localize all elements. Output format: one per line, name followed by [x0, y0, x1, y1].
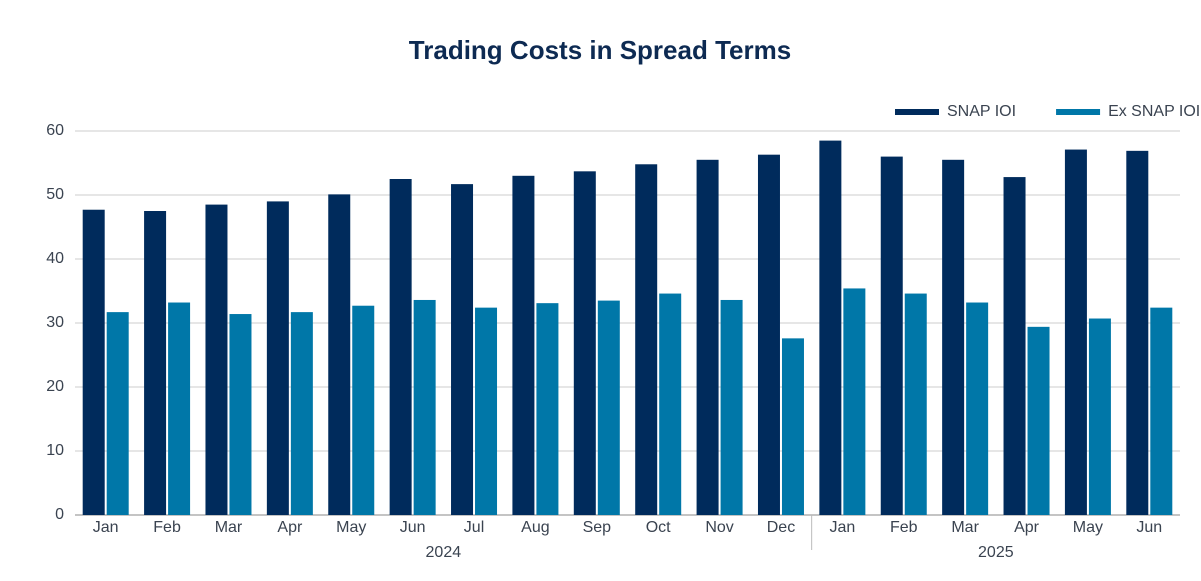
y-tick-label: 30: [46, 314, 64, 331]
bar: [475, 307, 498, 515]
bar: [82, 209, 105, 515]
x-group-label: 2025: [978, 544, 1014, 561]
bar: [451, 184, 474, 515]
x-tick-label: Dec: [767, 519, 795, 536]
bar: [266, 201, 289, 515]
legend-swatch: [1056, 109, 1101, 115]
legend-label: SNAP IOI: [947, 103, 1016, 120]
bar: [168, 302, 191, 515]
x-tick-label: Jan: [829, 519, 855, 536]
bar: [781, 338, 804, 515]
x-tick-label: Nov: [705, 519, 733, 536]
bar: [966, 302, 989, 515]
bar: [413, 299, 436, 515]
bar: [106, 312, 129, 515]
x-tick-label: Mar: [215, 519, 243, 536]
bar: [1003, 177, 1026, 515]
bar: [290, 312, 313, 515]
bar: [205, 204, 228, 515]
bar: [573, 171, 596, 515]
bar: [720, 299, 743, 515]
bar: [352, 305, 375, 515]
x-tick-label: Apr: [277, 519, 303, 536]
bar: [597, 300, 620, 515]
bar: [1088, 318, 1111, 515]
bar: [536, 303, 559, 515]
x-tick-label: Jul: [464, 519, 484, 536]
x-tick-label: Jun: [1136, 519, 1162, 536]
x-tick-label: Mar: [951, 519, 979, 536]
x-tick-label: Aug: [521, 519, 549, 536]
legend-swatch: [895, 109, 939, 115]
y-tick-label: 10: [46, 442, 64, 459]
y-tick-label: 60: [46, 122, 64, 139]
bar: [757, 154, 780, 515]
bar: [229, 314, 252, 515]
y-tick-label: 50: [46, 186, 64, 203]
y-tick-label: 40: [46, 250, 64, 267]
bar: [696, 159, 719, 516]
bar: [144, 211, 167, 515]
legend-label: Ex SNAP IOI: [1108, 103, 1200, 120]
x-group-label: 2024: [426, 544, 462, 561]
bar: [1064, 149, 1087, 515]
bar: [880, 156, 903, 515]
bar: [1150, 307, 1173, 515]
bar: [1126, 150, 1149, 515]
y-tick-label: 20: [46, 378, 64, 395]
bar: [328, 194, 351, 516]
bar: [904, 293, 927, 515]
bar: [635, 164, 658, 515]
x-tick-label: May: [336, 519, 366, 536]
x-tick-label: Apr: [1014, 519, 1040, 536]
x-tick-label: Jan: [93, 519, 119, 536]
bar: [819, 140, 842, 515]
x-tick-label: May: [1073, 519, 1103, 536]
bar: [942, 159, 965, 516]
bar: [389, 179, 412, 515]
x-tick-label: Oct: [646, 519, 671, 536]
chart-title: Trading Costs in Spread Terms: [409, 35, 791, 65]
y-tick-label: 0: [55, 506, 64, 523]
bar: [843, 288, 866, 515]
x-tick-label: Feb: [153, 519, 181, 536]
x-tick-label: Jun: [400, 519, 426, 536]
x-tick-label: Sep: [583, 519, 612, 536]
bar: [659, 293, 682, 515]
x-tick-label: Feb: [890, 519, 918, 536]
bar: [512, 175, 535, 516]
bar: [1027, 326, 1050, 515]
